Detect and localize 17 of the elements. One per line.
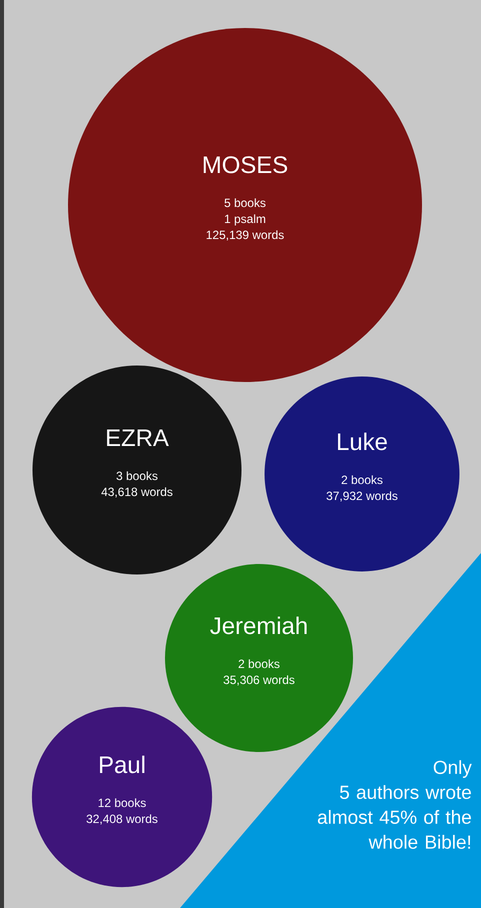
category-label: Paul (100, 756, 144, 774)
text: 5 books (224, 198, 266, 208)
category-label: Jeremiah (210, 616, 307, 634)
text: 1 psalm (224, 214, 266, 226)
data-label: 32,408 words (86, 814, 158, 825)
data-label: 43,618 words (101, 487, 172, 498)
data-label: 37,932 words (326, 491, 398, 502)
text: 3 books (116, 471, 158, 480)
text: 2 books (238, 659, 280, 668)
data-label: 35,306 words (224, 675, 294, 686)
data-label: 125,139 words (206, 230, 284, 241)
text: 12 books (98, 798, 146, 808)
text: Only 5 authors wrote almost 45% of the whole Bible! (318, 760, 472, 849)
category-label: EZRA (107, 430, 169, 446)
category-label: MOSES (204, 156, 288, 174)
category-label: Luke (338, 432, 387, 450)
text: 2 books (342, 475, 382, 484)
